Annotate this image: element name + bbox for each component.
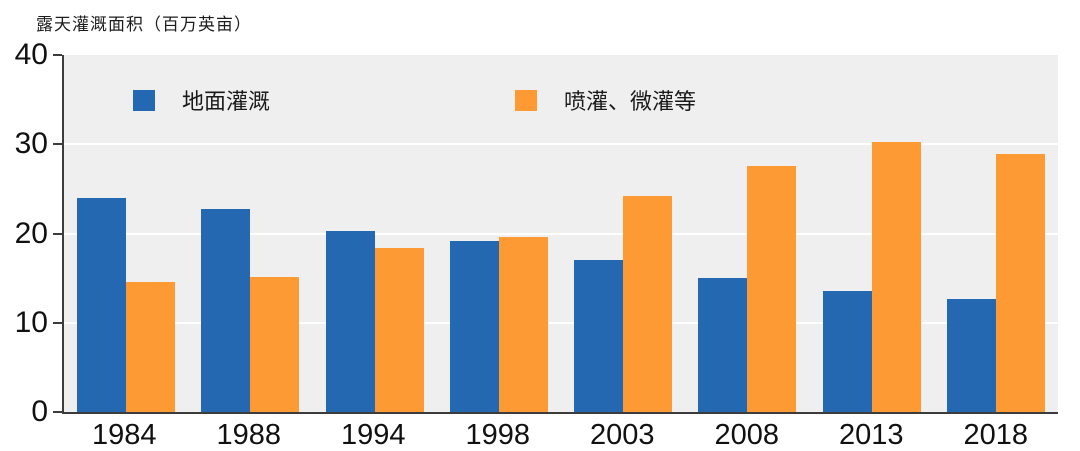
bar-地面灌溉-1988 [201,208,251,412]
bar-地面灌溉-1998 [449,240,499,412]
bar-喷灌、微灌等-2003 [623,196,673,412]
bar-地面灌溉-2008 [698,278,748,412]
y-tick-mark-20 [53,232,62,235]
y-tick-mark-30 [53,143,62,146]
plot-area [62,55,1058,414]
legend-item-sprinkler-micro-irrigation: 喷灌、微灌等 [515,84,696,116]
bar-group-1998 [437,55,561,412]
bar-喷灌、微灌等-2008 [747,165,797,412]
bar-地面灌溉-1994 [325,230,375,412]
legend-item-surface-irrigation: 地面灌溉 [133,84,270,116]
bar-喷灌、微灌等-2013 [871,141,921,412]
y-axis-ticks [53,54,62,413]
bar-喷灌、微灌等-1994 [374,247,424,412]
gridline-20 [64,232,1058,235]
legend-swatch-orange [515,89,537,111]
x-tick-label-2003: 2003 [589,419,655,451]
y-tick-label-10: 10 [14,305,48,339]
bar-地面灌溉-2003 [574,260,624,412]
bar-喷灌、微灌等-2018 [995,154,1045,412]
bar-group-2013 [810,55,934,412]
chart-title: 露天灌溉面积（百万英亩） [36,15,252,35]
bar-喷灌、微灌等-1984 [126,281,176,412]
gridline-10 [64,321,1058,324]
x-tick-label-1984: 1984 [91,419,157,451]
y-tick-mark-10 [53,321,62,324]
bar-group-1988 [188,55,312,412]
legend-swatch-blue [133,89,155,111]
x-tick-label-1998: 1998 [465,419,530,451]
bar-地面灌溉-2013 [822,290,872,412]
bar-地面灌溉-2018 [946,298,996,412]
bar-group-2003 [561,55,685,412]
gridline-30 [64,143,1058,146]
y-tick-label-20: 20 [14,216,48,250]
x-tick-label-2018: 2018 [963,419,1028,451]
bar-group-1984 [64,55,188,412]
y-tick-label-0: 0 [31,395,48,428]
bar-group-2018 [934,55,1058,412]
y-tick-mark-0 [53,411,62,413]
bar-喷灌、微灌等-1988 [250,277,300,412]
x-axis-labels: 1984 1988 1994 1998 2003 2008 2013 2018 [62,420,1058,450]
bar-series-container [64,55,1058,412]
bar-喷灌、微灌等-1998 [498,237,548,412]
legend-label-sprinkler-micro-irrigation: 喷灌、微灌等 [564,89,697,114]
y-tick-label-30: 30 [14,127,48,161]
x-tick-label-2013: 2013 [838,419,904,451]
bar-地面灌溉-1984 [77,197,127,412]
bar-group-2008 [685,55,809,412]
y-axis-labels: 0 10 20 30 40 [0,40,50,427]
x-tick-label-1994: 1994 [340,419,406,451]
y-tick-mark-40 [53,54,62,56]
x-tick-label-2008: 2008 [714,419,779,451]
x-tick-label-1988: 1988 [216,419,281,451]
bar-group-1994 [313,55,437,412]
y-tick-label-40: 40 [14,38,48,71]
legend-label-surface-irrigation: 地面灌溉 [182,89,271,114]
